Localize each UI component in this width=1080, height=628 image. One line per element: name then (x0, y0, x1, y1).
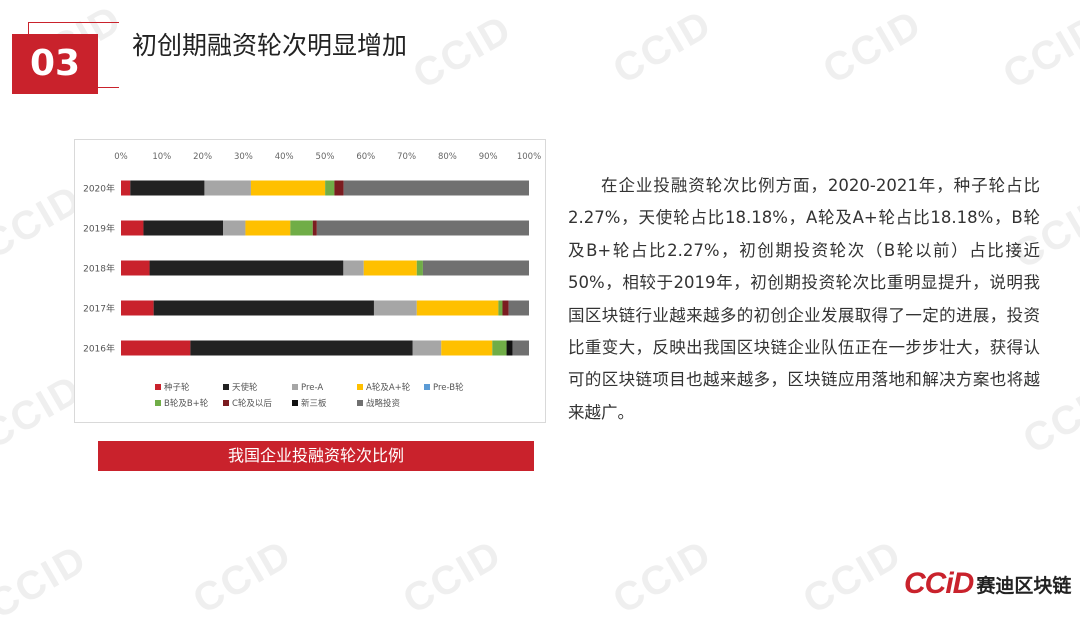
x-tick-label: 70% (397, 152, 416, 162)
bar-segment (245, 220, 291, 236)
legend-label: B轮及B+轮 (164, 398, 209, 409)
bar-segment (121, 340, 191, 356)
logo-text: 赛迪区块链 (976, 574, 1072, 597)
y-category-label: 2019年 (83, 223, 115, 235)
x-tick-label: 20% (193, 152, 212, 162)
bar-segment (416, 300, 499, 316)
bar-segment (502, 300, 509, 316)
x-tick-label: 50% (316, 152, 335, 162)
section-number-badge: 03 (12, 34, 98, 94)
x-tick-label: 90% (479, 152, 498, 162)
legend-label: C轮及以后 (232, 398, 272, 409)
bar-segment (498, 300, 503, 316)
watermark: CCID (405, 6, 520, 98)
legend-swatch (223, 384, 229, 390)
bar-segment (343, 260, 364, 276)
bar-segment (506, 340, 513, 356)
watermark: CCID (605, 1, 720, 93)
watermark: CCID (605, 531, 720, 623)
y-category-label: 2017年 (83, 303, 115, 315)
bar-segment (441, 340, 493, 356)
x-tick-label: 10% (152, 152, 171, 162)
watermark: CCID (815, 1, 930, 93)
legend-label: 种子轮 (164, 382, 190, 393)
bar-segment (190, 340, 413, 356)
x-tick-label: 40% (275, 152, 294, 162)
bar-segment (373, 300, 417, 316)
bar-segment (316, 220, 529, 236)
bar-segment (121, 300, 154, 316)
bar-segment (149, 260, 344, 276)
page-title: 初创期融资轮次明显增加 (132, 31, 408, 60)
legend-label: 新三板 (301, 398, 327, 409)
chart-container: 0% 10% 20% 30% 40% 50% 60% 70% 80% 90% 100% 2020年 20… (74, 139, 546, 423)
bar-segment (153, 300, 374, 316)
ccid-logo: CCiD 赛迪区块链 (904, 566, 1071, 602)
legend-label: 战略投资 (366, 398, 401, 409)
legend-label: 天使轮 (232, 382, 258, 393)
x-tick-label: 100% (517, 152, 541, 162)
x-tick-label: 30% (234, 152, 253, 162)
legend-label: Pre-B轮 (433, 382, 464, 393)
bar-segment (121, 180, 131, 196)
legend-swatch (292, 384, 298, 390)
legend-swatch (155, 384, 161, 390)
legend-label: Pre-A (301, 383, 323, 393)
watermark: CCID (795, 531, 910, 623)
y-category-label: 2016年 (83, 343, 115, 355)
watermark: CCID (0, 536, 95, 628)
analysis-paragraph: 在企业投融资轮次比例方面，2020-2021年，种子轮占比2.27%，天使轮占比… (568, 176, 1040, 422)
chart-caption: 我国企业投融资轮次比例 (98, 441, 534, 471)
legend-swatch (357, 384, 363, 390)
bar-segment (290, 220, 313, 236)
bar-segment (412, 340, 442, 356)
x-tick-label: 80% (438, 152, 457, 162)
bar-segment (143, 220, 223, 236)
legend-label: A轮及A+轮 (366, 382, 411, 393)
legend-swatch (424, 384, 430, 390)
logo-mark: CCiD (904, 567, 974, 600)
bar-segment (130, 180, 205, 196)
watermark: CCID (185, 531, 300, 623)
legend-swatch (292, 400, 298, 406)
bar-segment (204, 180, 251, 196)
y-category-label: 2020年 (83, 183, 115, 195)
bar-segment (508, 300, 529, 316)
watermark: CCID (995, 6, 1080, 98)
watermark: CCID (395, 531, 510, 623)
x-tick-label: 0% (114, 152, 128, 162)
bar-segment (343, 180, 529, 196)
bar-segment (512, 340, 529, 356)
bar-segment (121, 260, 150, 276)
bar-segment (334, 180, 344, 196)
bar-segment (363, 260, 417, 276)
bar-segment (422, 260, 529, 276)
legend-swatch (223, 400, 229, 406)
bar-segment (223, 220, 246, 236)
bar-segment (325, 180, 335, 196)
stacked-bar-chart: 0% 10% 20% 30% 40% 50% 60% 70% 80% 90% 100% 2020年 20… (83, 152, 541, 409)
bar-segment (492, 340, 507, 356)
x-tick-label: 60% (356, 152, 375, 162)
bar-segment (250, 180, 326, 196)
y-category-label: 2018年 (83, 263, 115, 275)
bar-segment (121, 220, 144, 236)
legend-swatch (357, 400, 363, 406)
bar-segment (312, 220, 317, 236)
legend-swatch (155, 400, 161, 406)
bar-segment (416, 260, 423, 276)
